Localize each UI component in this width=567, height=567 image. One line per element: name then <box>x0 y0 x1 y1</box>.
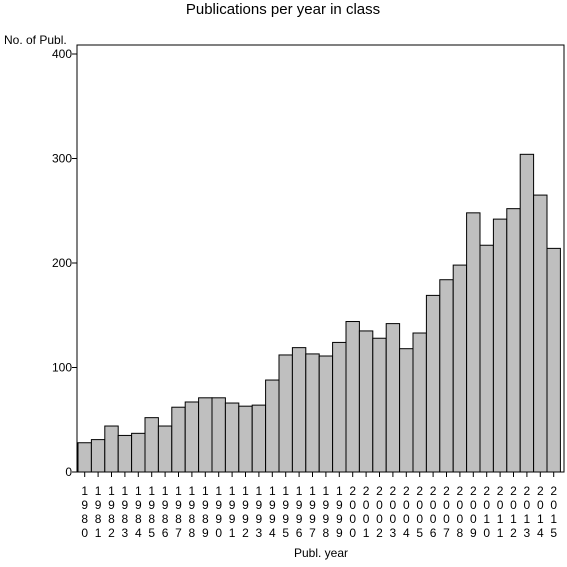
bar-2014 <box>533 194 548 473</box>
bar-2012 <box>506 208 521 473</box>
bar-2006 <box>425 294 441 473</box>
bar-2015 <box>546 247 561 473</box>
bar-2007 <box>439 279 454 473</box>
bar-1998 <box>318 355 334 473</box>
bar-1995 <box>278 354 293 473</box>
bar-1984 <box>131 432 146 473</box>
bar-1981 <box>90 439 106 473</box>
bar-2003 <box>385 323 401 473</box>
bar-1993 <box>251 404 267 473</box>
bar-1994 <box>265 379 280 473</box>
bar-1985 <box>144 417 159 473</box>
bar-2011 <box>492 218 508 473</box>
y-tick-label: 0 <box>65 465 72 479</box>
bar-1990 <box>211 397 226 473</box>
bar-2010 <box>479 244 494 473</box>
bar-2001 <box>358 330 374 473</box>
y-axis-ticks: 0 100 200 300 400 <box>52 47 77 479</box>
y-tick-label: 200 <box>52 256 72 270</box>
x-axis-ticks: 1 9 8 0 1 9 8 1 1 9 8 2 1 9 8 3 1 9 8 4 1 9 8 5 1 9 8 6 1 9 8 7 1 9 8 8 1 9 8 9… <box>81 472 557 540</box>
y-tick-label: 100 <box>52 361 72 375</box>
bar-1999 <box>332 341 347 473</box>
bar-2013 <box>519 153 535 473</box>
x-axis-label: Publ. year <box>294 546 348 560</box>
bar-1988 <box>184 401 200 473</box>
bar-2000 <box>345 321 360 473</box>
bar-1982 <box>104 425 119 473</box>
bar-1987 <box>171 406 186 473</box>
bar-1991 <box>224 402 240 473</box>
y-tick-label: 400 <box>52 47 72 61</box>
bar-1989 <box>198 397 213 473</box>
bar-2008 <box>452 264 468 473</box>
bar-1997 <box>305 353 320 473</box>
y-axis-label: No. of Publ. <box>4 33 67 47</box>
bar-2004 <box>399 348 414 473</box>
bar-2002 <box>372 337 387 473</box>
chart-title: Publications per year in class <box>186 1 380 18</box>
bar-1992 <box>238 405 253 473</box>
bar-1983 <box>117 434 133 473</box>
bar-2005 <box>412 332 427 473</box>
y-tick-label: 300 <box>52 152 72 166</box>
bar-2009 <box>466 212 481 473</box>
bar-1996 <box>291 347 307 473</box>
bar-1980 <box>77 442 92 473</box>
bar-1986 <box>157 425 173 473</box>
bars <box>77 153 561 473</box>
